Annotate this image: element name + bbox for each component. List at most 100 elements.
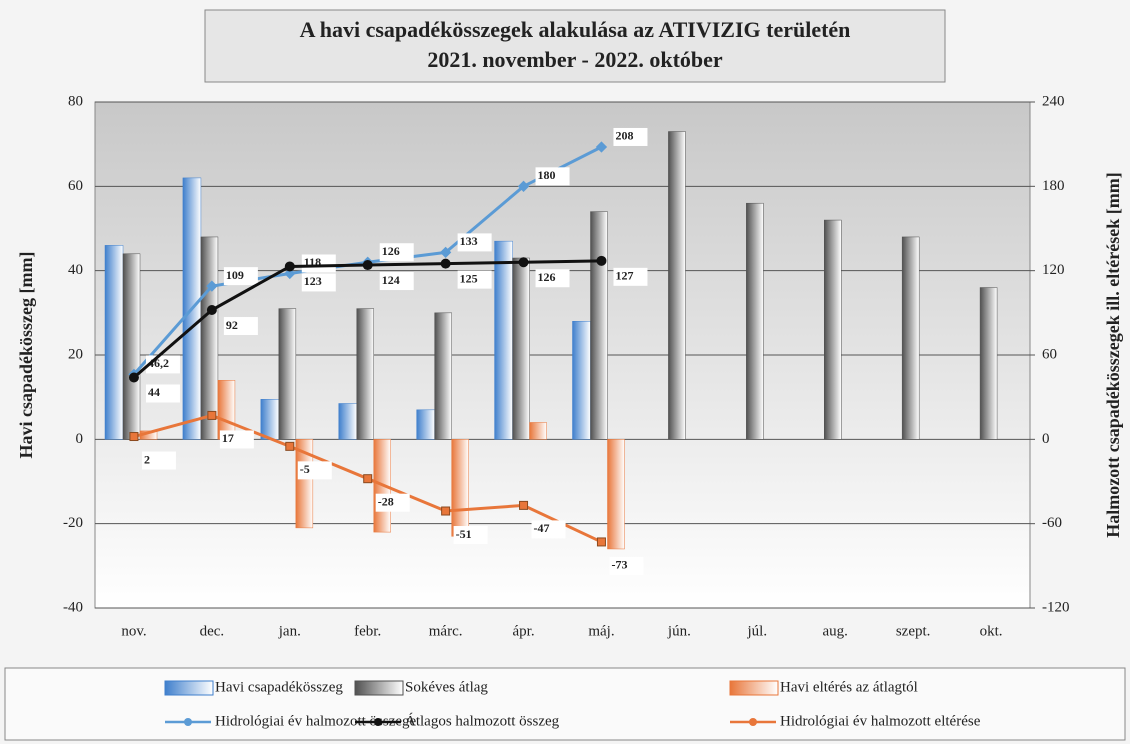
bar (668, 131, 686, 440)
bar (260, 399, 280, 440)
value-label-box (531, 520, 566, 539)
value-label-box (379, 243, 414, 262)
y-tick-label: 80 (68, 93, 83, 109)
y2-tick-label: -60 (1042, 515, 1062, 531)
legend-label: Sokéves átlag (405, 679, 488, 695)
marker (363, 474, 373, 484)
bar (278, 308, 297, 440)
bar (529, 422, 547, 440)
value-label: 2 (144, 452, 150, 466)
y2-tick-label: 240 (1042, 93, 1065, 109)
marker (206, 305, 217, 316)
value-label: 17 (222, 431, 234, 445)
legend-swatch (354, 680, 404, 696)
y2-axis-label: Halmozott csapadékösszegek ill. eltérése… (1103, 172, 1123, 537)
value-label: 126 (382, 244, 400, 258)
value-label: 124 (382, 273, 400, 287)
value-label-box (301, 254, 336, 273)
value-label: 125 (460, 271, 478, 285)
value-label: 126 (538, 270, 556, 284)
value-label: 109 (226, 268, 244, 282)
bar (451, 439, 469, 537)
value-label-box (457, 270, 492, 289)
marker (519, 500, 529, 510)
marker (440, 258, 451, 269)
bar (200, 236, 219, 440)
bar (607, 439, 625, 550)
y-tick-label: -40 (63, 599, 83, 615)
legend-swatch (164, 680, 214, 696)
bar (512, 257, 530, 440)
legend-marker (374, 718, 382, 726)
marker (206, 280, 218, 292)
bar (356, 308, 374, 440)
value-label: 133 (460, 234, 478, 248)
value-label: -47 (534, 521, 550, 535)
x-tick-label: júl. (746, 623, 767, 639)
value-label-box (223, 267, 258, 286)
bar (746, 202, 764, 440)
value-label: -51 (456, 527, 472, 541)
value-label: 44 (148, 385, 160, 399)
y-tick-label: -20 (63, 515, 83, 531)
value-label-box (457, 233, 492, 252)
marker (596, 537, 606, 547)
x-tick-label: febr. (354, 623, 381, 639)
bar (979, 287, 998, 440)
marker (518, 257, 529, 268)
bar (338, 403, 357, 440)
marker (362, 260, 373, 271)
legend-label: Hidrológiai év halmozott összege (215, 713, 417, 729)
x-tick-label: márc. (429, 623, 463, 639)
marker (441, 506, 451, 516)
marker (284, 267, 296, 280)
marker (596, 255, 607, 266)
value-label-box (219, 430, 254, 449)
x-tick-label: máj. (588, 623, 614, 639)
legend (4, 667, 1126, 741)
bar (494, 240, 513, 440)
legend-swatch (729, 680, 779, 696)
value-label-box (535, 167, 570, 186)
value-label: 127 (615, 269, 633, 283)
value-label-box (375, 493, 410, 512)
marker (595, 141, 608, 153)
y2-tick-label: 0 (1042, 431, 1050, 447)
x-tick-label: dec. (200, 623, 225, 639)
marker (284, 261, 295, 272)
x-tick-label: nov. (121, 623, 146, 639)
marker (285, 441, 295, 451)
value-label-box (609, 556, 644, 575)
x-tick-label: aug. (822, 623, 847, 639)
y-axis-label: Havi csapadékösszeg [mm] (16, 252, 36, 459)
legend-label: Havi csapadékösszeg (215, 679, 343, 695)
x-tick-label: szept. (896, 623, 931, 639)
value-label-box (453, 526, 488, 545)
legend-label: Havi eltérés az átlagtól (780, 679, 918, 695)
marker (129, 432, 139, 442)
value-label: -28 (378, 494, 394, 508)
value-label-box (301, 273, 336, 292)
value-label-box (223, 317, 258, 336)
bar (434, 312, 452, 440)
value-label: 208 (615, 129, 633, 143)
legend-label: Hidrológiai év halmozott eltérése (780, 713, 981, 729)
bar (572, 321, 591, 440)
value-label-box (145, 384, 180, 403)
y2-tick-label: 60 (1042, 346, 1057, 362)
value-label: 123 (304, 274, 322, 288)
bar (901, 236, 920, 440)
bar (416, 409, 435, 440)
value-label: 92 (226, 318, 238, 332)
legend-marker (184, 718, 192, 726)
legend-marker (749, 718, 757, 726)
x-tick-label: okt. (980, 623, 1003, 639)
value-label: 180 (538, 168, 556, 182)
marker (439, 246, 452, 259)
bar (104, 245, 124, 440)
marker (517, 180, 530, 192)
y2-tick-label: -120 (1042, 599, 1070, 615)
title-box (204, 9, 946, 83)
x-tick-label: jún. (667, 623, 691, 639)
value-label-box (141, 451, 176, 470)
